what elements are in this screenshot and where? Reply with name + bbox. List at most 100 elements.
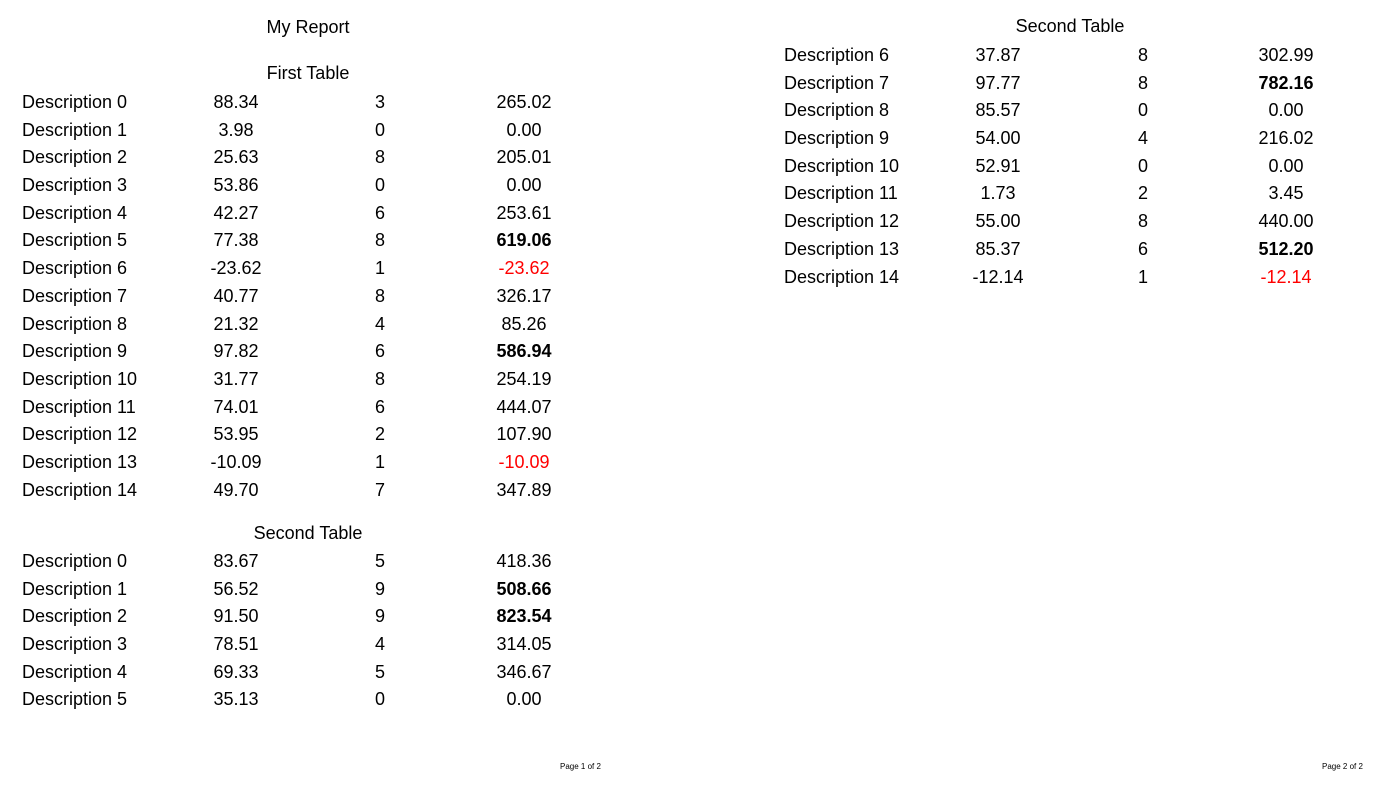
row-total: 265.02 [496, 92, 552, 112]
row-price: 83.67 [213, 551, 259, 571]
row-quantity: 5 [374, 551, 385, 571]
row-description: Description 3 [22, 175, 128, 196]
row-quantity: 6 [1137, 238, 1148, 259]
table-row: Description 6 -23.62 1 -23.62 [22, 257, 594, 285]
row-total: 444.07 [496, 396, 552, 417]
row-total: 782.16 [1258, 72, 1314, 93]
row-description: Description 1 [22, 119, 128, 140]
row-price: 1.73 [980, 183, 1016, 204]
row-total: -23.62 [498, 258, 550, 279]
row-total: 619.06 [496, 230, 552, 251]
row-description: Description 8 [22, 313, 128, 334]
table-row: Description 11 74.01 6 444.07 [22, 396, 594, 424]
row-total: 440.00 [1258, 211, 1314, 232]
table-row: Description 8 21.32 4 85.26 [22, 313, 594, 341]
row-price: 53.95 [213, 424, 259, 445]
row-total: 0.00 [506, 119, 542, 140]
table-row: Description 13 85.37 6 512.20 [784, 238, 1356, 266]
row-quantity: 6 [374, 341, 385, 362]
table-row: Description 0 88.34 3 265.02 [22, 91, 594, 119]
row-description: Description 9 [22, 341, 128, 362]
table-row: Description 2 91.50 9 823.54 [22, 605, 594, 633]
table-row: Description 14 -12.14 1 -12.14 [784, 266, 1356, 294]
table-row: Description 1 3.98 0 0.00 [22, 119, 594, 147]
row-quantity: 4 [1137, 128, 1148, 149]
row-total: 0.00 [506, 689, 542, 710]
table-row: Description 3 53.86 0 0.00 [22, 174, 594, 202]
row-quantity: 6 [374, 202, 385, 223]
row-quantity: 7 [374, 479, 385, 500]
row-quantity: 0 [1137, 100, 1148, 121]
page-footer: Page 2 of 2 [1322, 762, 1363, 771]
row-price: -10.09 [210, 451, 262, 472]
row-price: 85.37 [975, 238, 1021, 259]
first-table-title: First Table [266, 63, 350, 83]
row-description: Description 11 [22, 396, 136, 417]
row-total: 85.26 [501, 313, 547, 334]
row-description: Description 5 [22, 689, 128, 710]
row-quantity: 2 [1137, 183, 1148, 204]
row-price: -12.14 [972, 266, 1024, 287]
row-quantity: 0 [374, 119, 385, 140]
table-row: Description 9 97.82 6 586.94 [22, 340, 594, 368]
row-description: Description 12 [22, 424, 138, 445]
row-description: Description 3 [22, 634, 128, 655]
table-row: Description 13 -10.09 1 -10.09 [22, 451, 594, 479]
row-price: 37.87 [975, 45, 1021, 65]
row-description: Description 6 [22, 258, 128, 279]
row-total: 512.20 [1258, 238, 1314, 259]
row-price: 56.52 [213, 578, 259, 599]
second-table-title-continued: Second Table [1015, 16, 1125, 36]
row-price: 97.77 [975, 72, 1021, 93]
row-total: 3.45 [1268, 183, 1304, 204]
row-description: Description 1 [22, 578, 128, 599]
row-quantity: 6 [374, 396, 385, 417]
row-description: Description 10 [22, 368, 138, 389]
report-page-1: My Report First Table Description 0 88.34… [0, 0, 687, 791]
row-price: 49.70 [213, 479, 259, 500]
row-description: Description 0 [22, 551, 128, 571]
row-price: 55.00 [975, 211, 1021, 232]
row-price: 40.77 [213, 285, 259, 306]
row-total: 0.00 [506, 175, 542, 196]
row-quantity: 1 [374, 258, 385, 279]
row-total: 107.90 [496, 424, 552, 445]
row-description: Description 2 [22, 606, 128, 627]
row-description: Description 9 [784, 128, 890, 149]
row-price: 21.32 [213, 313, 259, 334]
table-row: Description 14 49.70 7 347.89 [22, 479, 594, 507]
row-total: 0.00 [1268, 100, 1304, 121]
row-price: -23.62 [210, 258, 262, 279]
row-total: 418.36 [496, 551, 552, 571]
row-description: Description 4 [22, 202, 128, 223]
row-description: Description 0 [22, 92, 128, 112]
report-page-2: Second Table Description 6 37.87 8 302.99 De… [687, 0, 1375, 791]
row-description: Description 2 [22, 147, 128, 168]
table-row: Description 3 78.51 4 314.05 [22, 633, 594, 661]
second-table: Description 0 83.67 5 418.36 Description 1 56… [22, 550, 594, 716]
row-quantity: 8 [374, 285, 385, 306]
table-row: Description 6 37.87 8 302.99 [784, 44, 1356, 72]
row-quantity: 8 [374, 230, 385, 251]
row-description: Description 13 [784, 238, 900, 259]
row-description: Description 8 [784, 100, 890, 121]
table-row: Description 7 40.77 8 326.17 [22, 285, 594, 313]
row-quantity: 8 [1137, 45, 1148, 65]
row-description: Description 13 [22, 451, 138, 472]
row-total: -12.14 [1260, 266, 1312, 287]
row-quantity: 0 [374, 175, 385, 196]
row-quantity: 8 [1137, 211, 1148, 232]
row-quantity: 0 [374, 689, 385, 710]
table-row: Description 10 52.91 0 0.00 [784, 155, 1356, 183]
row-quantity: 8 [374, 368, 385, 389]
row-quantity: 9 [374, 606, 385, 627]
table-row: Description 9 54.00 4 216.02 [784, 127, 1356, 155]
page-footer: Page 1 of 2 [560, 762, 601, 771]
row-description: Description 14 [22, 479, 138, 500]
table-row: Description 8 85.57 0 0.00 [784, 99, 1356, 127]
row-price: 78.51 [213, 634, 259, 655]
row-description: Description 11 [784, 183, 898, 204]
row-quantity: 1 [374, 451, 385, 472]
row-price: 54.00 [975, 128, 1021, 149]
row-price: 25.63 [213, 147, 259, 168]
